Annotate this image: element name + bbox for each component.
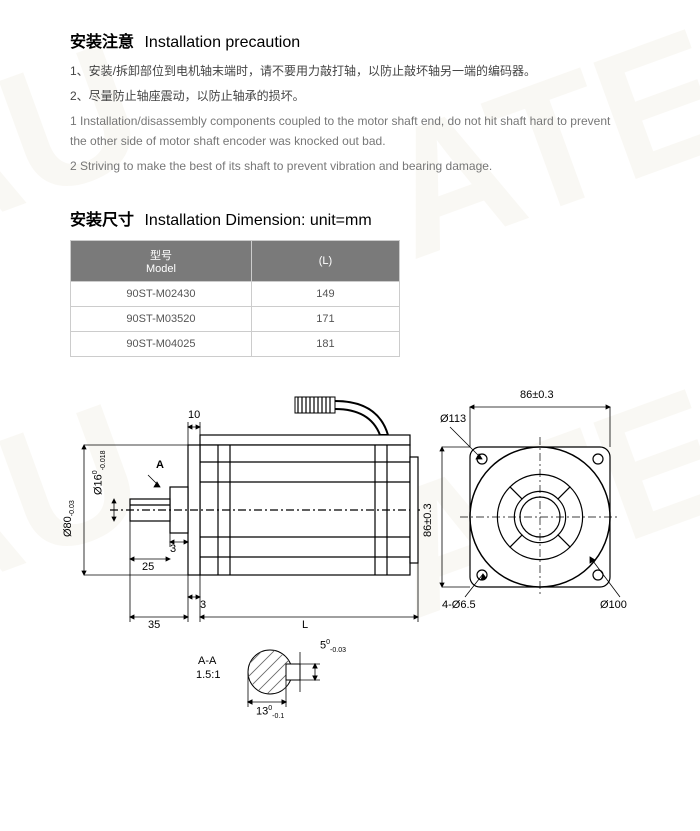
lbl-AA: A-A: [198, 655, 216, 667]
cell-L: 181: [251, 331, 399, 356]
th-model: 型号 Model: [71, 240, 252, 281]
section-precaution-title: 安装注意 Installation precaution: [70, 28, 630, 52]
table-header-row: 型号 Model (L): [71, 240, 400, 281]
cell-L: 171: [251, 306, 399, 331]
lbl-holes: 4-Ø6.5: [442, 599, 476, 611]
dim-title-cn: 安装尺寸: [70, 212, 134, 229]
lbl-d113: Ø113: [440, 413, 466, 425]
precaution-cn-1: 1、安装/拆卸部位到电机轴末端时，请不要用力敲打轴，以防止敲坏轴另一端的编码器。: [70, 62, 630, 81]
th-model-en: Model: [75, 263, 247, 275]
title-cn: 安装注意: [70, 34, 134, 51]
cell-model: 90ST-M02430: [71, 281, 252, 306]
cell-model: 90ST-M04025: [71, 331, 252, 356]
precaution-en-2: 2 Striving to make the best of its shaft…: [70, 157, 630, 176]
table-row: 90ST-M04025 181: [71, 331, 400, 356]
precaution-en-1: 1 Installation/disassembly components co…: [70, 112, 630, 150]
title-en: Installation precaution: [144, 34, 300, 51]
cell-L: 149: [251, 281, 399, 306]
lbl-A: A: [156, 459, 164, 471]
lbl-L: L: [302, 619, 308, 631]
drawing-svg: [70, 387, 630, 727]
lbl-86top: 86±0.3: [520, 389, 554, 401]
lbl-3a: 3: [170, 543, 176, 555]
dim-title-en: Installation Dimension: unit=mm: [144, 212, 371, 229]
table-row: 90ST-M03520 171: [71, 306, 400, 331]
table-row: 90ST-M02430 149: [71, 281, 400, 306]
lbl-3b: 3: [200, 599, 206, 611]
section-dimension-title: 安装尺寸 Installation Dimension: unit=mm: [70, 206, 630, 230]
dimension-table: 型号 Model (L) 90ST-M02430 149 90ST-M03520…: [70, 240, 400, 357]
lbl-13: 13: [256, 706, 268, 718]
lbl-d80: Ø80: [62, 516, 74, 537]
lbl-10: 10: [188, 409, 200, 421]
lbl-scale: 1.5:1: [196, 669, 220, 681]
lbl-25: 25: [142, 561, 154, 573]
cell-model: 90ST-M03520: [71, 306, 252, 331]
lbl-d16: Ø16: [93, 474, 105, 495]
lbl-d100: Ø100: [600, 599, 627, 611]
lbl-d80tol: -0.03: [69, 500, 76, 516]
th-model-cn: 型号: [75, 247, 247, 263]
technical-drawing: 10 Ø160-0.018 Ø80-0.03 A 3 25 35 3 L Ø11…: [70, 387, 630, 727]
lbl-86side: 86±0.3: [422, 503, 434, 537]
lbl-35: 35: [148, 619, 160, 631]
th-L: (L): [251, 240, 399, 281]
precaution-cn-2: 2、尽量防止轴座震动，以防止轴承的损坏。: [70, 87, 630, 106]
